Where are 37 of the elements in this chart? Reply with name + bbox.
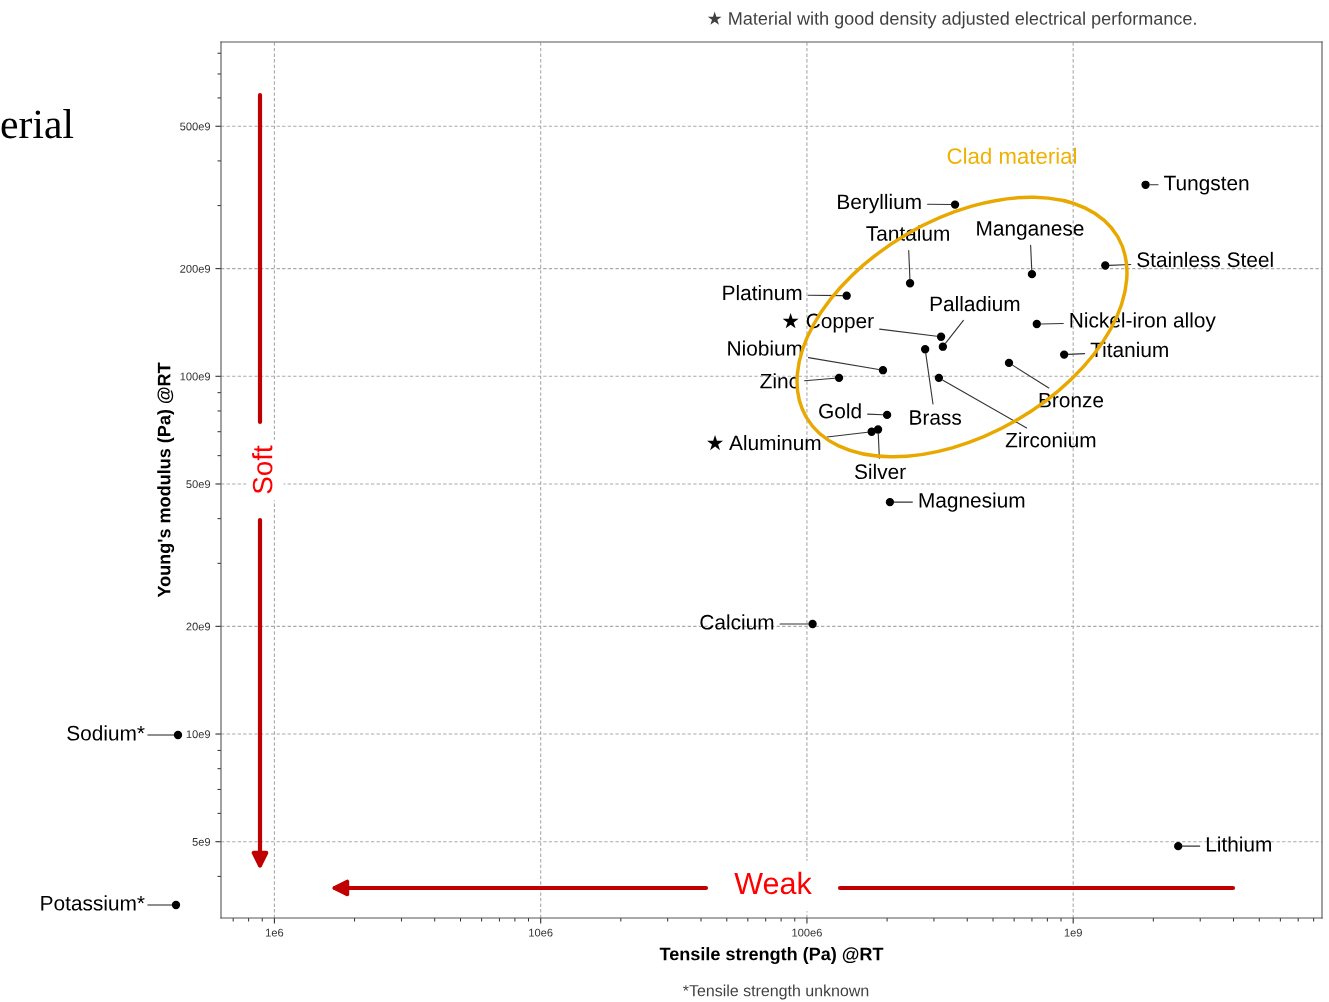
text: Sodium* (67, 725, 145, 741)
y-tick-label: 10e9 (186, 730, 211, 739)
y-tick-label: 50e9 (186, 480, 211, 489)
y-axis-title: Young's modulus (Pa) @RT (157, 362, 175, 598)
text: ★ Aluminum (707, 435, 821, 451)
series-label: Palladium (930, 295, 1020, 312)
x-tick-label: 1e9 (1064, 928, 1082, 937)
y-tick-label: 20e9 (186, 622, 211, 631)
x-tick-label: 1e6 (266, 928, 284, 937)
series-label: Tungsten (1164, 175, 1249, 195)
series-label: Silver (854, 463, 906, 480)
series-label: Magnesium (919, 492, 1025, 512)
series-label: Zinc (760, 373, 799, 389)
series-label: Lithium (1206, 836, 1271, 852)
x-axis-title: Tensile strength (Pa) @RT (659, 947, 884, 965)
annotation: Soft (252, 445, 273, 494)
annotation: Weak (734, 871, 812, 895)
x-tick-label: 100e6 (792, 928, 822, 937)
text: *Tensile strength unknown (683, 984, 869, 1000)
series-label: Calcium (700, 614, 774, 630)
y-tick-label: 5e9 (192, 837, 211, 846)
y-tick-label: 200e9 (180, 264, 211, 273)
series-label: Gold (819, 403, 861, 419)
text: ★ Material with good density adjusted electrical performance. (707, 11, 1196, 29)
series-label: Manganese (977, 221, 1084, 240)
text: Platinum (723, 284, 802, 301)
series-label: Beryllium (838, 193, 921, 214)
y-tick-label: 500e9 (180, 122, 211, 131)
text: Potassium* (41, 895, 145, 911)
text: erial (1, 109, 74, 139)
text: Brass (910, 410, 962, 425)
y-tick-label: 100e9 (180, 372, 211, 381)
x-tick-label: 10e6 (529, 928, 553, 937)
text: Zirconium (1005, 432, 1096, 448)
series-label: Stainless Steel (1137, 251, 1273, 268)
text: Niobium (728, 340, 802, 356)
annotation: Clad material (947, 147, 1076, 164)
